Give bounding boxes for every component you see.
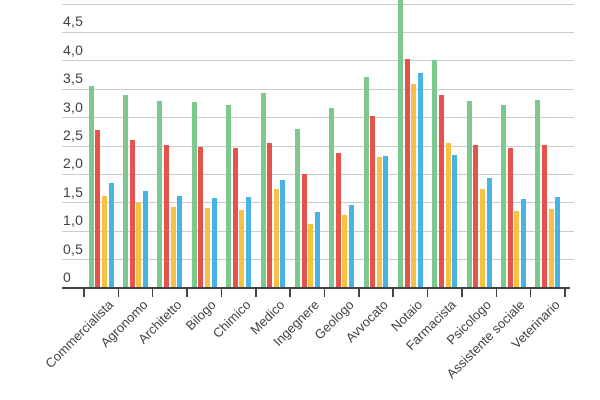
bar-farmacista-series-3-yellow[interactable] [445,143,451,288]
y-axis-tick-label: 4,0 [63,41,84,58]
bar-veterinario-series-4-blue[interactable] [555,197,561,288]
x-axis-line [62,287,570,289]
x-axis-tick-mark [392,289,394,297]
bar-agronomo-series-3-yellow[interactable] [136,202,142,288]
bar-psicologo-series-3-yellow[interactable] [479,188,485,288]
bar-assistente-sociale-series-3-yellow[interactable] [514,210,520,288]
bar-farmacista-series-4-blue[interactable] [452,155,458,288]
bar-assistente-sociale-series-1-green[interactable] [501,104,507,288]
bar-agronomo-series-2-red[interactable] [129,140,135,288]
y-axis-tick-label: 3,0 [63,98,84,115]
bar-geologo-series-1-green[interactable] [329,107,335,288]
bar-avvocato-series-3-yellow[interactable] [376,157,382,288]
y-axis-tick-label: 1,5 [63,183,84,200]
bar-bilogo-series-1-green[interactable] [191,102,197,288]
y-axis-tick-label: 2,5 [63,127,84,143]
bar-farmacista-series-2-red[interactable] [438,94,444,288]
x-axis-tick-mark [151,289,154,297]
bar-architetto-series-2-red[interactable] [164,144,170,288]
x-axis-tick-mark [426,289,429,297]
bar-chimico-series-4-blue[interactable] [246,197,251,288]
x-axis-tick-mark [323,289,326,297]
bar-chimico-series-1-green[interactable] [226,104,232,288]
bar-chimico-series-3-yellow[interactable] [239,209,245,288]
y-axis-tick-label: 0 [63,269,71,285]
x-axis-tick-mark [289,289,291,297]
bar-medico-series-4-blue[interactable] [280,180,286,288]
bar-architetto-series-1-green[interactable] [157,100,163,288]
grid-line [62,3,574,5]
bar-geologo-series-4-blue[interactable] [349,205,355,288]
bar-commercialista-series-4-blue[interactable] [108,183,114,288]
bar-veterinario-series-3-yellow[interactable] [548,209,554,288]
bar-bilogo-series-2-red[interactable] [198,147,204,288]
bar-assistente-sociale-series-4-blue[interactable] [520,198,526,288]
bar-notaio-series-2-red[interactable] [404,59,410,288]
bar-ingegnere-series-4-blue[interactable] [314,212,320,288]
bar-medico-series-2-red[interactable] [267,143,273,288]
x-axis-tick-mark [186,289,188,297]
bar-psicologo-series-1-green[interactable] [466,100,472,288]
bar-geologo-series-3-yellow[interactable] [342,214,348,288]
bar-notaio-series-3-yellow[interactable] [411,83,417,288]
bar-veterinario-series-2-red[interactable] [542,145,548,288]
x-axis-tick-mark [461,289,463,297]
bar-bilogo-series-3-yellow[interactable] [205,208,211,288]
bar-ingegnere-series-1-green[interactable] [294,128,300,288]
x-axis-category-label-text: Chimico [209,297,254,341]
grid-line [62,145,574,147]
x-axis-tick-mark [358,289,360,297]
bar-chimico-series-2-red[interactable] [232,148,238,288]
bar-farmacista-series-1-green[interactable] [432,60,438,288]
bar-avvocato-series-2-red[interactable] [370,116,376,288]
bar-notaio-series-4-blue[interactable] [417,72,423,288]
grid-line [62,173,574,175]
bar-assistente-sociale-series-2-red[interactable] [507,148,513,288]
x-axis-tick-mark [83,289,85,297]
x-axis-tick-mark [255,289,257,297]
x-axis-tick-mark [220,289,223,297]
bar-avvocato-series-4-blue[interactable] [383,156,389,288]
bar-veterinario-series-1-green[interactable] [535,99,541,288]
x-axis-tick-mark [495,289,498,297]
y-axis-tick-label: 1,0 [63,212,84,229]
bar-commercialista-series-3-yellow[interactable] [101,195,107,288]
bar-commercialista-series-1-green[interactable] [88,86,94,288]
grid-line [62,202,574,204]
bar-architetto-series-3-yellow[interactable] [170,207,176,288]
grid-line [62,88,574,90]
bar-ingegnere-series-3-yellow[interactable] [308,224,314,288]
y-axis-tick-label: 0,5 [63,240,84,257]
bar-bilogo-series-4-blue[interactable] [211,198,217,288]
bar-psicologo-series-4-blue[interactable] [486,177,492,288]
bar-commercialista-series-2-red[interactable] [95,130,101,288]
grid-line [62,60,574,62]
x-axis-tick-mark [117,289,120,297]
y-axis-tick-label: 4,5 [63,13,84,30]
grid-line [62,31,574,33]
y-axis-tick-label: 2,0 [63,155,84,172]
bar-medico-series-1-green[interactable] [260,92,266,288]
y-axis-tick-label: 3,5 [63,70,84,87]
bar-geologo-series-2-red[interactable] [335,153,341,288]
bar-ingegnere-series-2-red[interactable] [301,173,307,288]
x-axis-tick-mark [564,289,566,297]
bar-architetto-series-4-blue[interactable] [177,195,183,288]
bar-medico-series-3-yellow[interactable] [273,189,279,288]
bar-agronomo-series-4-blue[interactable] [142,191,148,288]
bar-agronomo-series-1-green[interactable] [123,94,129,288]
bar-notaio-series-1-green[interactable] [397,0,403,288]
bar-avvocato-series-1-green[interactable] [363,76,369,288]
bar-psicologo-series-2-red[interactable] [473,144,479,288]
grid-line [62,117,574,119]
x-axis-tick-mark [529,289,532,297]
